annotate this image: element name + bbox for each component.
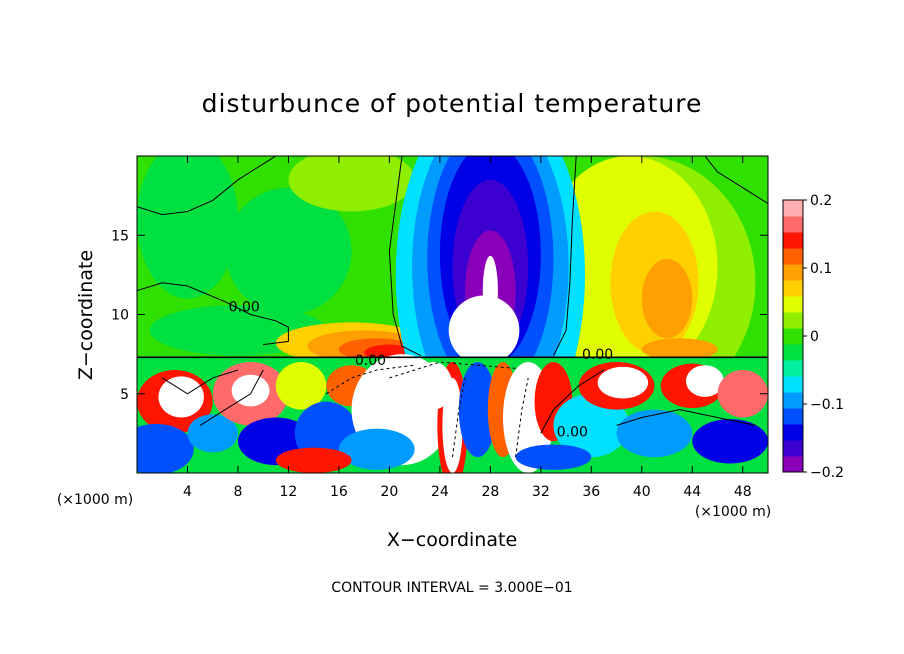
lower-field-blob	[717, 369, 768, 418]
upper-field-blob	[225, 187, 352, 315]
colorbar-swatch	[783, 360, 803, 377]
colorbar-tick-label: −0.2	[810, 465, 844, 481]
contour-label: 0.00	[557, 425, 588, 441]
colorbar-swatch	[783, 296, 803, 313]
contour-label: 0.00	[355, 353, 386, 369]
lower-field-blob	[414, 362, 453, 410]
contour-line	[199, 369, 264, 426]
chart-title: disturbunce of potential temperature	[202, 89, 703, 118]
x-tick-label: 16	[330, 484, 348, 500]
upper-field-blob	[288, 156, 415, 212]
upper-field-blob	[137, 156, 238, 299]
lower-field-blob	[515, 444, 592, 470]
colorbar-swatch	[783, 344, 803, 361]
x-unit-right: (×1000 m)	[695, 504, 771, 520]
colorbar-swatch	[783, 264, 803, 281]
colorbar-swatch	[783, 424, 803, 441]
lower-field-blob	[692, 419, 768, 464]
x-tick-label: 36	[582, 484, 600, 500]
zero-contour-line	[704, 156, 768, 205]
lower-field-blob	[158, 376, 204, 418]
lower-field-blob	[616, 409, 693, 458]
negative-contour-line	[389, 361, 516, 379]
contour-line	[616, 409, 756, 426]
colorbar-tick-label: 0.1	[810, 261, 832, 277]
x-tick-label: 32	[532, 484, 550, 500]
colorbar-swatch	[783, 328, 803, 345]
x-tick-label: 12	[280, 484, 298, 500]
x-axis-title: X−coordinate	[387, 529, 517, 551]
zero-contour-line	[553, 156, 577, 356]
colorbar: 0.2 0.1 0 −0.1 −0.2	[782, 193, 844, 481]
y-tick-label: 5	[120, 387, 129, 403]
contour-label: 0.00	[582, 347, 613, 363]
x-tick-label: 4	[183, 484, 192, 500]
x-tick-label: 8	[233, 484, 242, 500]
colorbar-swatch	[783, 232, 803, 249]
colorbar-swatch	[783, 456, 803, 473]
lower-field-blob	[597, 366, 649, 399]
cold-plume-saturated	[448, 295, 520, 366]
zero-contour-line	[137, 282, 289, 346]
warm-region-core	[641, 259, 693, 339]
x-tick-label: 44	[683, 484, 701, 500]
colorbar-tick-label: 0	[810, 329, 819, 345]
colorbar-tick-label: −0.1	[810, 397, 844, 413]
zero-contour-line	[137, 156, 277, 216]
plot-area: 0.00 0.00 0.00 0.00	[137, 156, 768, 473]
lower-field-blob	[458, 362, 497, 458]
x-tick-label: 40	[633, 484, 651, 500]
x-tick-label: 28	[481, 484, 499, 500]
colorbar-swatch	[783, 248, 803, 265]
lower-field-blob	[137, 423, 194, 473]
cold-plume-saturated	[482, 255, 498, 326]
colorbar-swatch	[783, 408, 803, 425]
lower-field-blob	[275, 362, 327, 410]
lower-field-blob	[187, 414, 238, 453]
negative-contour-line	[326, 364, 415, 395]
x-tick-label: 20	[380, 484, 398, 500]
contour-interval-note: CONTOUR INTERVAL = 3.000E−01	[331, 580, 572, 596]
warm-band	[641, 338, 718, 361]
contour-line	[540, 369, 605, 434]
y-tick-label: 15	[111, 228, 129, 244]
x-unit-left: (×1000 m)	[57, 492, 133, 508]
colorbar-swatch	[783, 312, 803, 329]
y-tick-label: 10	[111, 308, 129, 324]
colorbar-swatch	[783, 280, 803, 297]
lower-field-blob	[275, 447, 352, 473]
lower-field-blob	[231, 374, 270, 407]
x-tick-label: 48	[734, 484, 752, 500]
colorbar-tick-label: 0.2	[810, 193, 832, 209]
lower-field-blob	[685, 365, 724, 397]
lower-field-blob	[553, 393, 630, 458]
lower-field-blob	[338, 428, 415, 470]
zero-contour-line	[388, 156, 422, 357]
x-tick-label: 24	[431, 484, 449, 500]
contour-label: 0.00	[229, 299, 260, 315]
colorbar-swatch	[783, 392, 803, 409]
colorbar-swatch	[783, 376, 803, 393]
colorbar-swatch	[783, 216, 803, 233]
contour-line	[161, 369, 239, 395]
y-axis-title: Z−coordinate	[75, 250, 97, 380]
colorbar-swatch	[783, 200, 803, 217]
colorbar-swatch	[783, 440, 803, 457]
